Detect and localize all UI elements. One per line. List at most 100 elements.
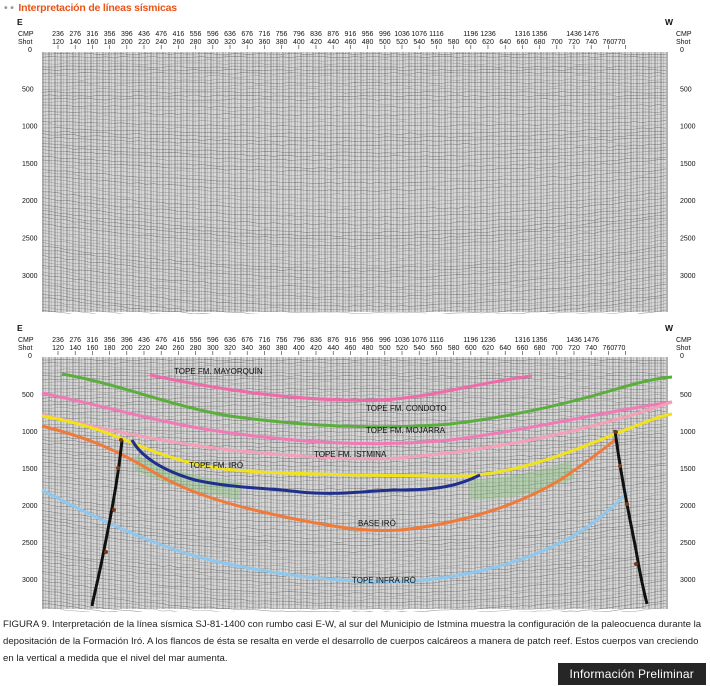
reflector-trace <box>41 184 667 204</box>
time-tick-right: 2000 <box>680 198 696 205</box>
reflector-trace <box>41 130 667 139</box>
reflector-trace <box>41 149 667 162</box>
shot-tick-label: 420 <box>310 345 322 352</box>
reflector-trace <box>41 136 666 147</box>
reflector-trace <box>41 197 667 219</box>
cmp-tick-label: 756 <box>276 337 288 344</box>
reflector-trace <box>41 293 667 314</box>
shot-tick-label: 480 <box>362 39 374 46</box>
seismic-reflectors <box>41 52 667 314</box>
shot-tick-label: 660 <box>517 39 529 46</box>
reflector-trace <box>41 91 667 94</box>
cmp-tick-label: 636 <box>224 337 236 344</box>
cmp-tick-label: 676 <box>241 31 253 38</box>
shot-tick-label: 640 <box>499 39 511 46</box>
shot-tick-label: 580 <box>448 345 460 352</box>
reflector-trace <box>41 229 667 254</box>
reflector-trace <box>41 560 667 585</box>
shot-tick-label: 220 <box>138 345 150 352</box>
reflector-trace <box>42 101 667 105</box>
shot-tick-label: 600 <box>465 345 477 352</box>
reflector-trace <box>41 368 667 371</box>
reflector-trace <box>41 381 667 384</box>
time-tick-right: 2500 <box>680 236 696 243</box>
shot-tick-label: 120 <box>52 345 64 352</box>
cmp-tick-label: 416 <box>173 337 185 344</box>
direction-right: W <box>665 323 674 333</box>
reflector-trace <box>41 194 667 215</box>
time-tick-right: 2500 <box>680 540 696 547</box>
reflector-trace <box>41 571 667 595</box>
reflector-trace <box>41 140 667 150</box>
reflector-trace <box>41 68 667 72</box>
reflector-trace <box>41 81 667 84</box>
cmp-tick-label: 716 <box>259 337 271 344</box>
reflector-trace <box>41 584 667 607</box>
time-tick-right: 1500 <box>680 161 696 168</box>
reflector-trace <box>41 216 667 241</box>
horizon-base-iro <box>41 424 616 533</box>
cmp-tick-label: 1476 <box>583 31 599 38</box>
cmp-tick-label: 1036 <box>394 31 410 38</box>
reflector-trace <box>41 458 667 472</box>
cmp-tick-label: 276 <box>69 31 81 38</box>
shot-label: Shot <box>18 345 32 352</box>
shot-label-right: Shot <box>676 345 690 352</box>
time-tick-right: 500 <box>680 392 692 399</box>
time-axis-top: 500 500 1000 1000 1500 1500 2000 2000 2500 2500 30… <box>22 86 696 279</box>
reflector-trace <box>41 280 667 305</box>
reflector-trace <box>41 596 667 612</box>
time-tick-left: 2000 <box>22 198 38 205</box>
reflector-trace <box>41 172 667 188</box>
shot-tick-label: 400 <box>293 39 305 46</box>
reflector-trace <box>41 261 667 286</box>
reflector-trace <box>41 481 667 498</box>
horizon-tope-infra-iro <box>41 488 630 584</box>
header-title: Interpretación de líneas sísmicas <box>18 2 177 14</box>
cmp-tick-label: 1196 <box>463 337 478 344</box>
shot-tick-label: 140 <box>69 345 81 352</box>
time-tick-right: 3000 <box>680 577 696 584</box>
shot-tick-label: 180 <box>104 345 116 352</box>
cmp-tick-label: 796 <box>293 31 305 38</box>
reflector-trace <box>41 484 667 502</box>
preliminary-badge: Información Preliminar <box>557 663 706 685</box>
shot-tick-label: 340 <box>241 345 253 352</box>
shot-tick-label: 640 <box>499 345 511 352</box>
shot-tick-label: 260 <box>173 39 185 46</box>
label-base-iro: BASE IRÓ <box>358 519 396 528</box>
fault-marker <box>618 464 622 468</box>
reflector-trace <box>41 410 667 415</box>
reflector-trace <box>41 175 667 192</box>
reflector-trace <box>41 577 667 601</box>
shot-tick-label: 300 <box>207 345 219 352</box>
reflector-trace <box>41 75 667 78</box>
reflector-trace <box>41 107 667 113</box>
cmp-tick-label: 1316 <box>515 337 531 344</box>
shot-tick-label: 300 <box>207 39 219 46</box>
reflector-trace <box>41 97 667 101</box>
fault-marker <box>116 466 120 470</box>
shot-tick-label: 740 <box>585 39 597 46</box>
shot-tick-label: 140 <box>69 39 81 46</box>
cmp-tick-label: 1236 <box>480 31 496 38</box>
cmp-tick-label: 1436 <box>566 31 582 38</box>
cmp-tick-label: 316 <box>87 31 99 38</box>
reflector-trace <box>41 538 667 563</box>
reflector-trace <box>41 146 667 158</box>
reflector-trace <box>41 403 667 407</box>
shot-tick-label: 600 <box>465 39 477 46</box>
reflector-trace <box>41 200 667 222</box>
figure-caption: FIGURA 9. Interpretación de la línea sís… <box>3 619 702 664</box>
direction-right: W <box>665 17 674 27</box>
reflector-trace <box>41 249 667 273</box>
shot-tick-label: 520 <box>396 345 408 352</box>
cmp-tick-label: 956 <box>362 337 374 344</box>
reflector-trace <box>41 516 667 540</box>
time-zero-left: 0 <box>28 353 32 360</box>
reflector-trace <box>41 468 667 483</box>
cmp-tick-label: 1436 <box>566 337 582 344</box>
